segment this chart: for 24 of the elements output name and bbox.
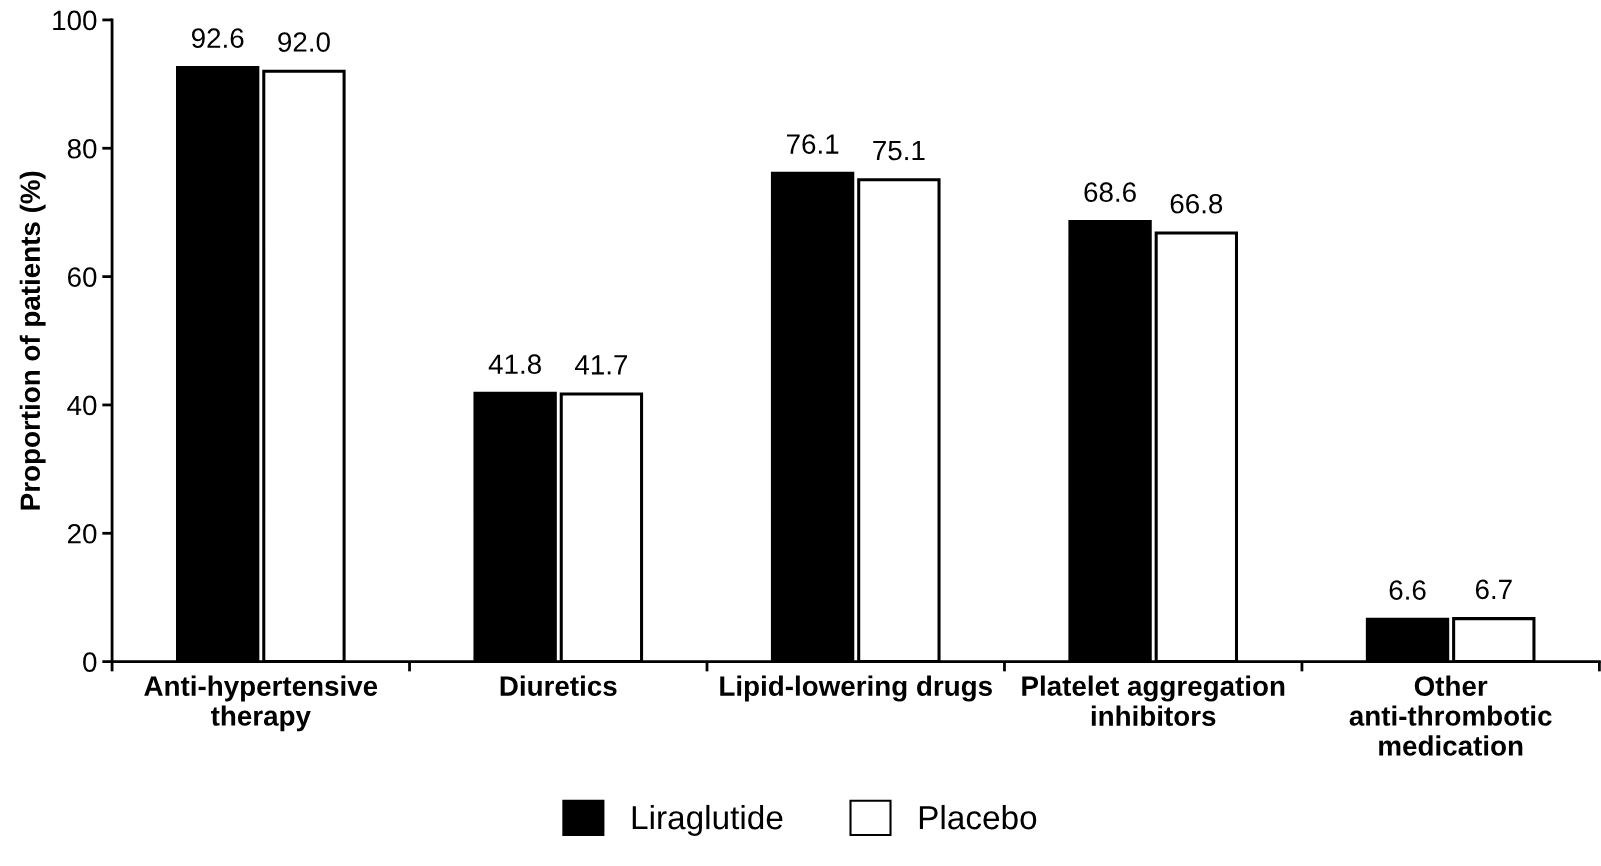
x-tick-label: Anti-hypertensive therapy xyxy=(144,675,378,732)
data-label: 76.1 xyxy=(787,134,839,154)
data-label: 41.7 xyxy=(575,355,628,375)
x-tick-label: Lipid-lowering drugs xyxy=(720,675,992,702)
data-label: 6.7 xyxy=(1475,579,1512,600)
y-tick-label: 40 xyxy=(67,395,97,416)
y-tick-label: 20 xyxy=(67,523,97,544)
y-tick-label: 60 xyxy=(68,267,97,287)
x-tick-label: Other anti-thrombotic medication xyxy=(1349,675,1552,756)
y-tick-label: 0 xyxy=(83,652,97,672)
y-axis-title: Proportion of patients (%) xyxy=(19,171,46,510)
data-label: 92.0 xyxy=(278,32,330,52)
data-label: 68.6 xyxy=(1084,182,1136,203)
data-label: 75.1 xyxy=(873,140,925,161)
legend-label: Liraglutide xyxy=(632,804,783,836)
data-label: 92.6 xyxy=(191,28,244,49)
legend-label: Placebo xyxy=(919,804,1037,830)
data-label: 66.8 xyxy=(1170,193,1223,214)
data-label: 41.8 xyxy=(488,354,541,375)
y-tick-label: 100 xyxy=(53,10,97,31)
x-tick-label: Diuretics xyxy=(500,675,617,696)
data-label: 6.6 xyxy=(1389,580,1426,600)
y-tick-label: 80 xyxy=(67,138,97,159)
x-tick-label: Platelet aggregation inhibitors xyxy=(1022,675,1285,726)
